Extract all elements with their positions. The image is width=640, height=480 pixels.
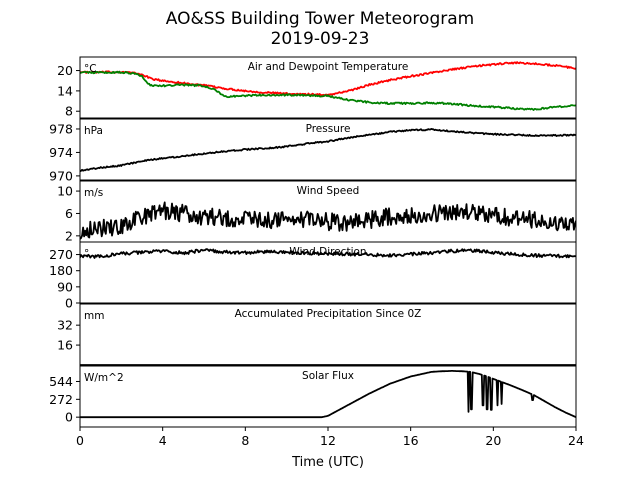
y-tick-label: 6 bbox=[65, 206, 73, 221]
x-tick-label: 20 bbox=[485, 433, 501, 448]
x-tick-label: 24 bbox=[568, 433, 584, 448]
series-line-0-1 bbox=[80, 70, 576, 111]
panel-2: 2 6 10 Wind Speed m/s bbox=[57, 180, 577, 243]
panel-unit-label: hPa bbox=[84, 125, 103, 137]
panel-unit-label: m/s bbox=[84, 187, 103, 199]
y-tick-label: 14 bbox=[57, 83, 73, 98]
x-tick-label: 4 bbox=[159, 433, 167, 448]
y-tick-label: 544 bbox=[49, 374, 73, 389]
panel-4: 16 32 Accumulated Precipitation Since 0Z mm bbox=[57, 303, 577, 366]
panel-unit-label: ° bbox=[84, 248, 89, 260]
panel-frame bbox=[79, 56, 577, 119]
y-tick-label: 10 bbox=[57, 184, 73, 199]
series-line-1-0 bbox=[80, 128, 576, 173]
x-tick-label: 8 bbox=[241, 433, 249, 448]
x-tick-label: 0 bbox=[76, 433, 84, 448]
panel-title: Accumulated Precipitation Since 0Z bbox=[235, 308, 422, 320]
figure-subtitle: 2019-09-23 bbox=[271, 29, 370, 49]
y-tick-label: 20 bbox=[57, 63, 73, 78]
y-tick-label: 970 bbox=[49, 168, 73, 183]
panel-5: 0 272 544 Solar Flux W/m^2 0 4 8 12 16 20 24 Time (U… bbox=[49, 365, 584, 470]
y-tick-label: 90 bbox=[57, 279, 73, 294]
panel-unit-label: °C bbox=[84, 63, 97, 75]
panel-title: Wind Speed bbox=[297, 185, 360, 197]
x-tick-label: 12 bbox=[320, 433, 336, 448]
panel-0: 8 14 20 Air and Dewpoint Temperature °C bbox=[57, 56, 577, 119]
series-line-2-0 bbox=[80, 201, 576, 240]
y-tick-label: 978 bbox=[49, 121, 73, 136]
panel-frame bbox=[79, 241, 577, 304]
panel-1: 970 974 978 Pressure hPa bbox=[49, 118, 577, 183]
panel-title: Solar Flux bbox=[302, 370, 354, 382]
y-tick-label: 270 bbox=[49, 247, 73, 262]
y-tick-label: 0 bbox=[65, 410, 73, 425]
x-axis-label: Time (UTC) bbox=[291, 455, 364, 470]
panel-title: Air and Dewpoint Temperature bbox=[248, 61, 409, 73]
y-tick-label: 8 bbox=[65, 104, 73, 119]
series-line-3-0 bbox=[80, 248, 576, 259]
panel-unit-label: mm bbox=[84, 310, 104, 322]
panel-title: Pressure bbox=[306, 123, 351, 135]
x-tick-label: 16 bbox=[403, 433, 419, 448]
y-tick-label: 16 bbox=[57, 338, 73, 353]
y-tick-label: 180 bbox=[49, 263, 73, 278]
series-line-5-0 bbox=[80, 370, 576, 419]
panel-unit-label: W/m^2 bbox=[84, 372, 124, 384]
figure-title: AO&SS Building Tower Meteorogram bbox=[166, 9, 474, 29]
y-tick-label: 2 bbox=[65, 228, 73, 243]
panel-title: Wind Direction bbox=[289, 246, 366, 258]
y-tick-label: 272 bbox=[49, 392, 73, 407]
y-tick-label: 0 bbox=[65, 296, 73, 311]
y-tick-label: 974 bbox=[49, 145, 73, 160]
panel-frame bbox=[79, 303, 577, 366]
panel-frame bbox=[79, 118, 577, 181]
y-tick-label: 32 bbox=[57, 318, 73, 333]
